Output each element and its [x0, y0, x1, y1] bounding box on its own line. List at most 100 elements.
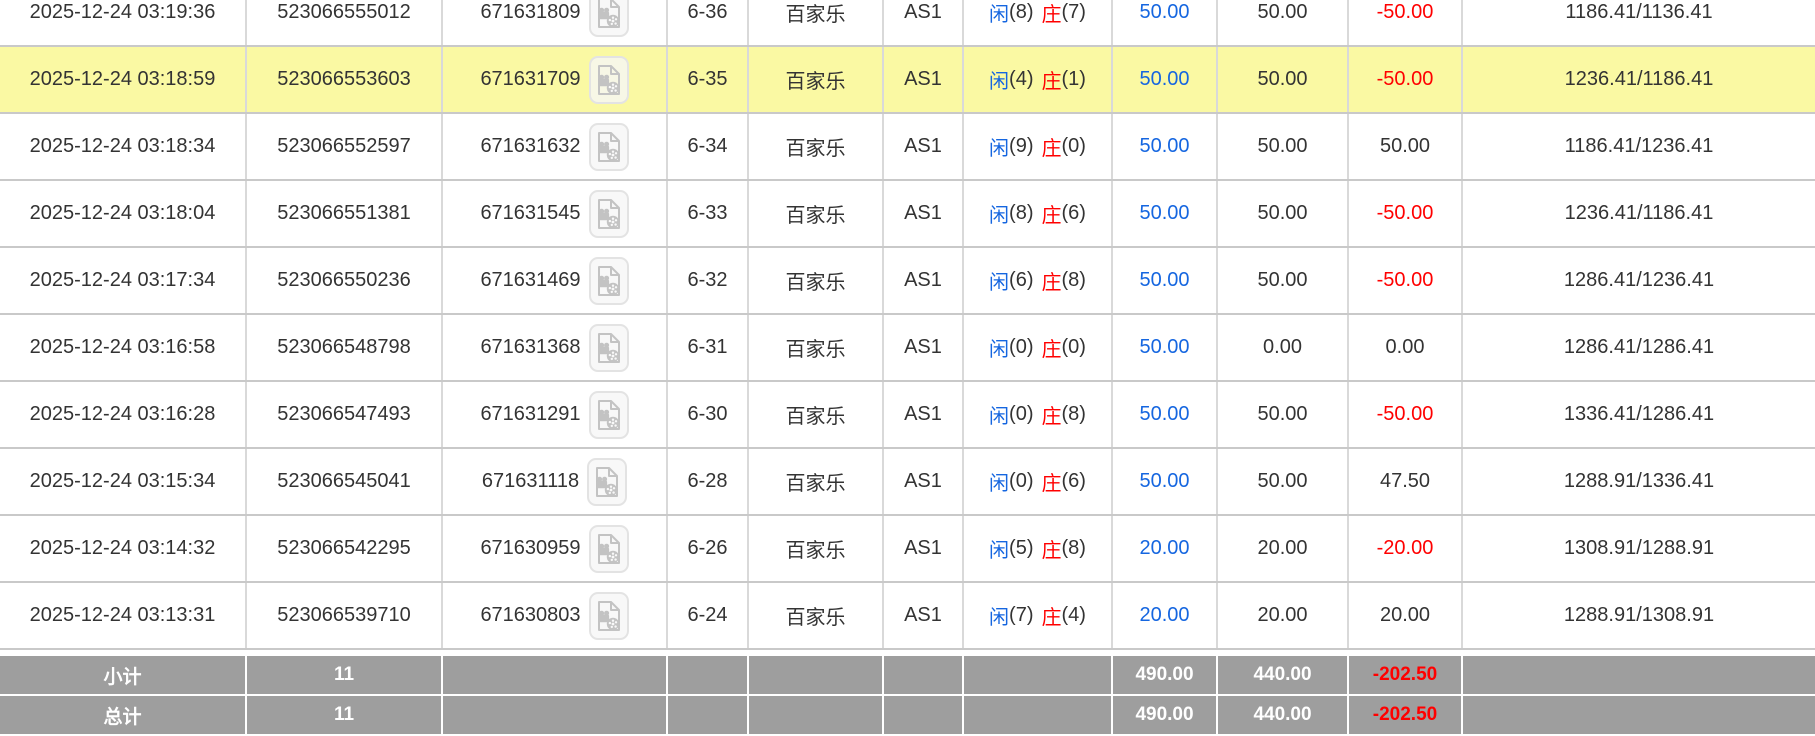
- banker-result-label: 庄: [1041, 540, 1062, 562]
- banker-result-score: (1): [1061, 68, 1086, 90]
- table-row[interactable]: 2025-12-24 03:18:34 523066552597 6716316…: [0, 114, 1815, 181]
- subtotal-bet-total: 490.00: [1113, 656, 1218, 694]
- bet-id: 523066539710: [247, 583, 443, 648]
- bet-time: 2025-12-24 03:18:34: [0, 114, 247, 179]
- game-type: 百家乐: [749, 0, 884, 45]
- win-loss: -50.00: [1349, 382, 1463, 447]
- grand-total-empty: [1463, 696, 1815, 734]
- round-number: 6-34: [668, 114, 749, 179]
- player-result-score: (4): [1009, 68, 1034, 90]
- player-result-score: (0): [1009, 336, 1034, 358]
- bet-amount-link[interactable]: 50.00: [1113, 248, 1218, 313]
- table-row[interactable]: 2025-12-24 03:16:58 523066548798 6716313…: [0, 315, 1815, 382]
- player-result-label: 闲: [989, 272, 1010, 294]
- subtotal-empty: [668, 656, 749, 694]
- bet-amount-link[interactable]: 50.00: [1113, 382, 1218, 447]
- table-row[interactable]: 2025-12-24 03:14:32 523066542295 6716309…: [0, 516, 1815, 583]
- video-file-icon: [597, 0, 620, 28]
- player-result-label: 闲: [989, 205, 1010, 227]
- banker-result-score: (6): [1061, 202, 1086, 224]
- balance: 1186.41/1136.41: [1565, 1, 1713, 23]
- table-row[interactable]: 2025-12-24 03:16:28 523066547493 6716312…: [0, 382, 1815, 449]
- banker-result-label: 庄: [1041, 71, 1062, 93]
- table-row[interactable]: 2025-12-24 03:13:31 523066539710 6716308…: [0, 583, 1815, 650]
- bet-amount-link[interactable]: 50.00: [1113, 114, 1218, 179]
- grand-total-empty: [884, 696, 964, 734]
- video-replay-button[interactable]: [588, 55, 629, 104]
- player-result-label: 闲: [989, 138, 1010, 160]
- video-replay-button[interactable]: [588, 256, 629, 305]
- balance: 1286.41/1236.41: [1563, 269, 1715, 291]
- bet-amount-link[interactable]: 50.00: [1113, 315, 1218, 380]
- win-loss: 0.00: [1349, 315, 1463, 380]
- banker-result-score: (8): [1061, 269, 1086, 291]
- player-result-score: (5): [1009, 537, 1034, 559]
- banker-result-label: 庄: [1041, 473, 1062, 495]
- table-row[interactable]: 2025-12-24 03:15:34 523066545041 6716311…: [0, 449, 1815, 516]
- bet-time: 2025-12-24 03:14:32: [0, 516, 247, 581]
- bet-amount-link[interactable]: 50.00: [1113, 0, 1218, 45]
- bet-id: 523066542295: [247, 516, 443, 581]
- round-id-cell: 671631118: [443, 449, 668, 514]
- video-replay-button[interactable]: [588, 390, 629, 439]
- banker-result-score: (8): [1061, 403, 1086, 425]
- grand-total-empty: [749, 696, 884, 734]
- game-result: 闲 (4) 庄 (1): [964, 47, 1113, 112]
- table-row[interactable]: 2025-12-24 03:18:59 523066553603 6716317…: [0, 47, 1815, 114]
- video-replay-button[interactable]: [588, 0, 629, 37]
- round-id-cell: 671630803: [443, 583, 668, 648]
- table-name: AS1: [884, 181, 964, 246]
- bet-amount-link[interactable]: 50.00: [1113, 449, 1218, 514]
- round-number: 6-32: [668, 248, 749, 313]
- player-result-label: 闲: [989, 540, 1010, 562]
- player-result-label: 闲: [989, 473, 1010, 495]
- valid-amount: 0.00: [1218, 315, 1349, 380]
- game-result: 闲 (6) 庄 (8): [964, 248, 1113, 313]
- video-replay-button[interactable]: [588, 323, 629, 372]
- game-result: 闲 (9) 庄 (0): [964, 114, 1113, 179]
- table-row[interactable]: 2025-12-24 03:18:04 523066551381 6716315…: [0, 181, 1815, 248]
- valid-amount: 50.00: [1218, 47, 1349, 112]
- table-name: AS1: [884, 0, 964, 45]
- table-row[interactable]: 2025-12-24 03:19:36 523066555012 6716318…: [0, 0, 1815, 47]
- video-replay-button[interactable]: [587, 457, 628, 506]
- round-id-cell: 671630959: [443, 516, 668, 581]
- video-file-icon: [597, 533, 620, 564]
- player-result-label: 闲: [989, 607, 1010, 629]
- banker-result-score: (0): [1061, 336, 1086, 358]
- game-result: 闲 (7) 庄 (4): [964, 583, 1113, 648]
- bet-amount-link[interactable]: 20.00: [1113, 583, 1218, 648]
- grand-total-count: 11: [247, 696, 443, 734]
- game-type: 百家乐: [749, 181, 884, 246]
- video-file-icon: [596, 466, 619, 497]
- round-number: 6-31: [668, 315, 749, 380]
- bet-amount-link[interactable]: 50.00: [1113, 47, 1218, 112]
- subtotal-empty: [1463, 656, 1815, 694]
- table-row[interactable]: 2025-12-24 03:17:34 523066550236 6716314…: [0, 248, 1815, 315]
- round-number: 6-35: [668, 47, 749, 112]
- player-result-score: (0): [1009, 470, 1034, 492]
- table-name: AS1: [884, 248, 964, 313]
- bet-amount-link[interactable]: 50.00: [1113, 181, 1218, 246]
- table-body: 2025-12-24 03:19:36 523066555012 6716318…: [0, 0, 1815, 650]
- table-name: AS1: [884, 382, 964, 447]
- video-replay-button[interactable]: [588, 591, 629, 640]
- bet-amount-link[interactable]: 20.00: [1113, 516, 1218, 581]
- bet-time: 2025-12-24 03:15:34: [0, 449, 247, 514]
- video-replay-button[interactable]: [588, 524, 629, 573]
- video-replay-button[interactable]: [588, 189, 629, 238]
- table-name: AS1: [884, 516, 964, 581]
- video-replay-button[interactable]: [588, 122, 629, 171]
- bet-id: 523066555012: [247, 0, 443, 45]
- bet-time: 2025-12-24 03:18:04: [0, 181, 247, 246]
- subtotal-row: 小计 11 490.00 440.00 -202.50: [0, 656, 1815, 694]
- balance: 1286.41/1286.41: [1563, 336, 1715, 358]
- banker-result-score: (8): [1061, 537, 1086, 559]
- game-type: 百家乐: [749, 47, 884, 112]
- game-type: 百家乐: [749, 382, 884, 447]
- banker-result-score: (4): [1061, 604, 1086, 626]
- round-number: 6-33: [668, 181, 749, 246]
- round-number: 6-30: [668, 382, 749, 447]
- valid-amount: 50.00: [1218, 181, 1349, 246]
- summary-divider: [0, 650, 1815, 656]
